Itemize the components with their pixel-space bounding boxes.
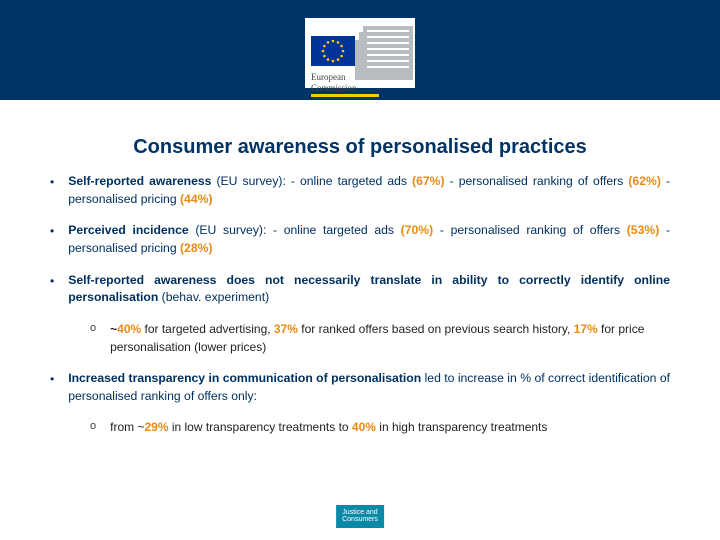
bullet-4: • Increased transparency in communicatio… — [50, 370, 670, 405]
bullet-marker: • — [50, 222, 54, 257]
s1-p3: 17% — [574, 322, 598, 336]
s2-p1: 29% — [144, 420, 168, 434]
sub-bullet-2: o from ~29% in low transparency treatmen… — [90, 419, 670, 436]
sub-marker: o — [90, 321, 96, 356]
slide-title: Consumer awareness of personalised pract… — [60, 136, 660, 159]
sub-body: from ~29% in low transparency treatments… — [110, 419, 670, 436]
b2-p3: (28%) — [180, 241, 213, 255]
ec-logo: European Commission — [305, 18, 415, 106]
ec-logo-svg: European Commission — [305, 18, 415, 106]
bullet-marker: • — [50, 370, 54, 405]
logo-text-top: European — [311, 72, 346, 82]
s2-t1: from ~ — [110, 420, 144, 434]
s1-p1b: 40% — [117, 322, 141, 336]
b1-t2: - personalised ranking of offers — [445, 174, 629, 188]
sub-body: ~40% for targeted advertising, 37% for r… — [110, 321, 670, 356]
b3-tail: (behav. experiment) — [158, 290, 269, 304]
bullet-marker: • — [50, 173, 54, 208]
bullet-marker: • — [50, 272, 54, 307]
s1-t1: for targeted advertising, — [141, 322, 274, 336]
b2-p1: (70%) — [401, 223, 434, 237]
s1-p2: 37% — [274, 322, 298, 336]
b1-p2: (62%) — [628, 174, 661, 188]
bullet-2: • Perceived incidence (EU survey): - onl… — [50, 222, 670, 257]
b4-lead: Increased transparency in communication … — [68, 371, 421, 385]
bullet-1: • Self-reported awareness (EU survey): -… — [50, 173, 670, 208]
bullet-body: Self-reported awareness does not necessa… — [68, 272, 670, 307]
s2-p2: 40% — [352, 420, 376, 434]
b2-lead: Perceived incidence — [68, 223, 188, 237]
logo-text-bottom: Commission — [311, 83, 357, 93]
bullet-body: Self-reported awareness (EU survey): - o… — [68, 173, 670, 208]
b2-t2: - personalised ranking of offers — [433, 223, 627, 237]
content-area: • Self-reported awareness (EU survey): -… — [0, 173, 720, 437]
sub-bullet-1: o ~40% for targeted advertising, 37% for… — [90, 321, 670, 356]
header-band: European Commission — [0, 0, 720, 100]
b2-p2: (53%) — [627, 223, 660, 237]
s2-t2: in low transparency treatments to — [169, 420, 352, 434]
b1-lead: Self-reported awareness — [68, 174, 211, 188]
footer-line2: Consumers — [342, 516, 378, 523]
b1-p1: (67%) — [412, 174, 445, 188]
b1-p3: (44%) — [180, 192, 213, 206]
s1-t2: for ranked offers based on previous sear… — [298, 322, 574, 336]
bullet-3: • Self-reported awareness does not neces… — [50, 272, 670, 307]
footer-line1: Justice and — [342, 509, 377, 516]
b2-t1: (EU survey): - online targeted ads — [189, 223, 401, 237]
bullet-body: Perceived incidence (EU survey): - onlin… — [68, 222, 670, 257]
s2-t3: in high transparency treatments — [376, 420, 547, 434]
footer-chip: Justice and Consumers — [336, 505, 384, 528]
bullet-body: Increased transparency in communication … — [68, 370, 670, 405]
b1-t1: (EU survey): - online targeted ads — [211, 174, 412, 188]
sub-marker: o — [90, 419, 96, 436]
